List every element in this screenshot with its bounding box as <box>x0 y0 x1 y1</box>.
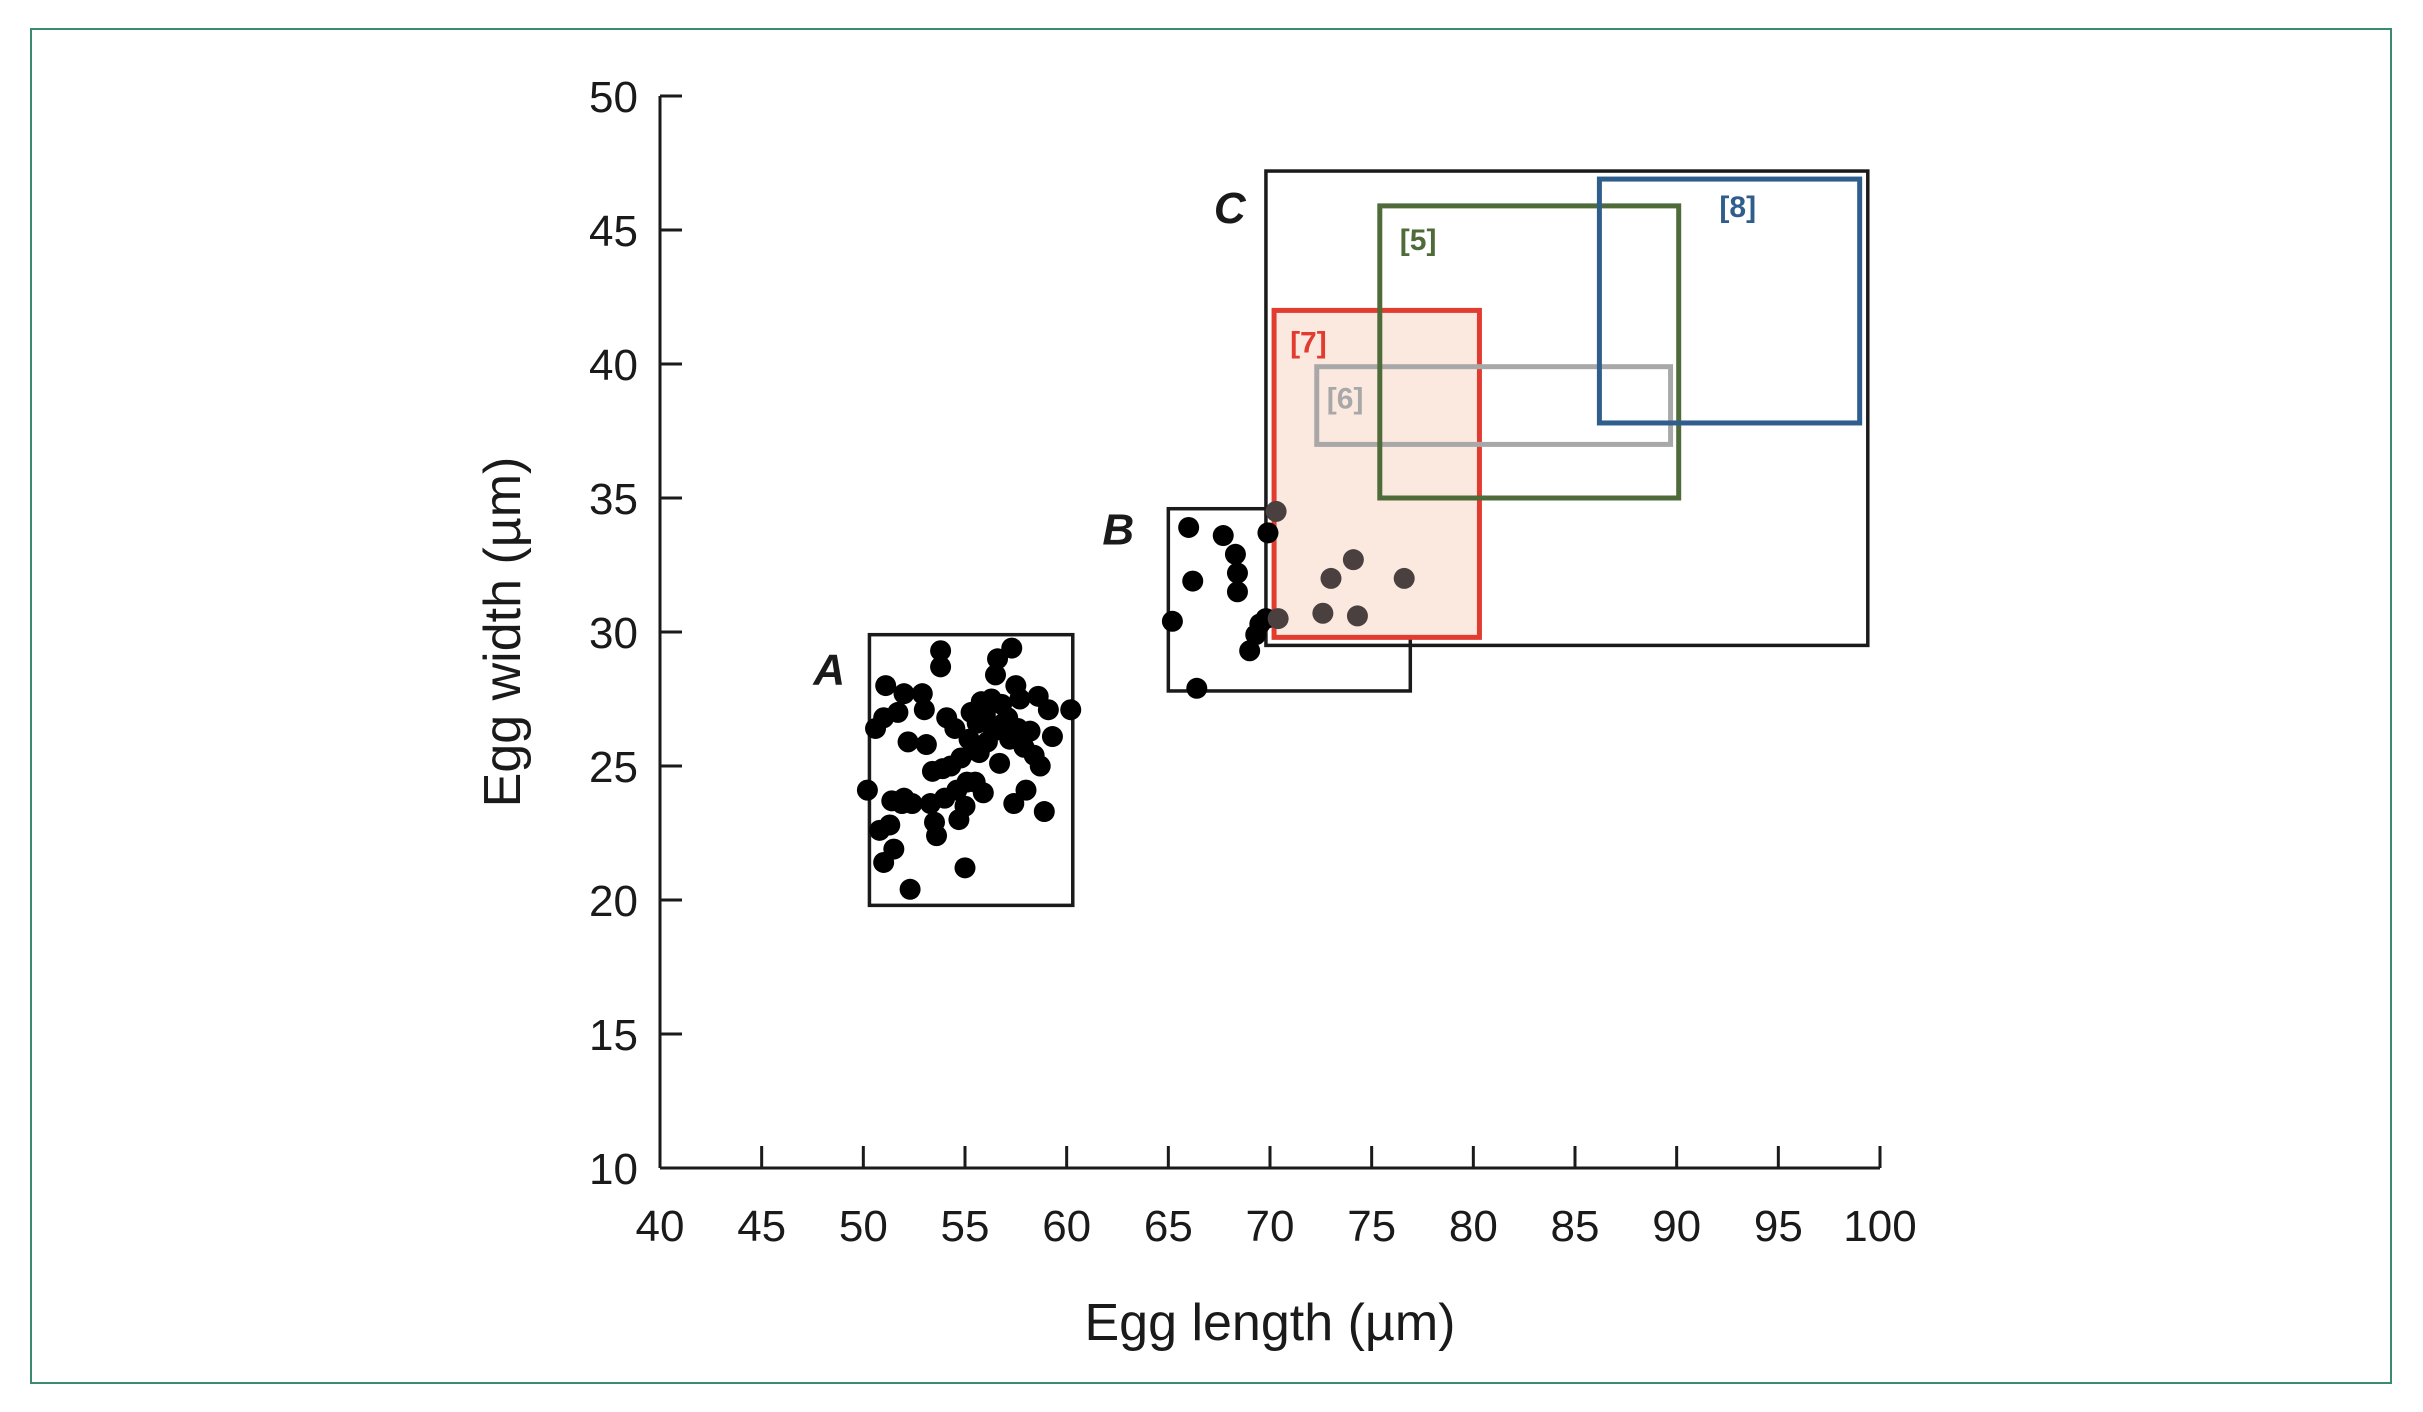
x-tick-label-80: 80 <box>1449 1202 1498 1251</box>
data-point-a-13 <box>897 731 919 753</box>
data-point-b-19 <box>1393 567 1415 589</box>
region-label-5: [5] <box>1400 224 1437 257</box>
points-layer <box>856 500 1415 900</box>
data-point-a-68 <box>1041 726 1063 748</box>
data-point-a-67 <box>1037 699 1059 721</box>
data-point-b-12 <box>1257 522 1279 544</box>
region-box-8 <box>1596 176 1863 426</box>
labels-layer: A B C [7][6] [5] [8] <box>812 184 1756 695</box>
data-point-a-16 <box>911 683 933 705</box>
data-point-a-59 <box>1009 688 1031 710</box>
x-tick-label-75: 75 <box>1347 1202 1396 1251</box>
y-tick-label-10: 10 <box>589 1145 638 1194</box>
data-point-a-69 <box>1060 699 1082 721</box>
x-tick-label-85: 85 <box>1551 1202 1600 1251</box>
region-label-b: B <box>1102 506 1134 555</box>
data-point-b-16 <box>1320 567 1342 589</box>
data-point-a-48 <box>985 664 1006 686</box>
data-point-a-34 <box>954 795 976 817</box>
data-point-a-15 <box>901 793 923 815</box>
region-box-c <box>1264 169 1870 648</box>
y-tick-label-30: 30 <box>589 609 638 658</box>
x-tick-label-60: 60 <box>1042 1202 1091 1251</box>
data-point-b-18 <box>1346 605 1368 627</box>
data-point-b-6 <box>1226 562 1248 584</box>
x-tick-label-95: 95 <box>1754 1202 1803 1251</box>
x-tick-label-45: 45 <box>737 1202 786 1251</box>
data-point-a-61 <box>1015 779 1037 801</box>
data-point-a-23 <box>930 640 952 662</box>
data-point-b-14 <box>1267 608 1289 630</box>
region-label-c: C <box>1214 184 1247 233</box>
data-point-a-50 <box>989 752 1011 774</box>
y-axis-title: Egg width (µm) <box>474 457 532 808</box>
data-point-a-22 <box>926 825 948 847</box>
regions-layer <box>867 169 1870 908</box>
data-point-a-43 <box>972 782 994 804</box>
region-label-6: [6] <box>1327 383 1364 416</box>
data-point-b-1 <box>1178 516 1200 538</box>
x-tick-label-65: 65 <box>1144 1202 1193 1251</box>
data-point-b-5 <box>1224 543 1246 565</box>
y-tick-label-25: 25 <box>589 743 638 792</box>
x-tick-label-100: 100 <box>1843 1202 1916 1251</box>
x-tick-label-70: 70 <box>1246 1202 1295 1251</box>
y-tick-label-15: 15 <box>589 1011 638 1060</box>
data-point-a-24 <box>930 656 952 678</box>
data-point-b-2 <box>1182 570 1204 592</box>
data-point-a-55 <box>1001 637 1023 659</box>
data-point-a-8 <box>883 838 905 860</box>
data-point-b-13 <box>1265 500 1287 522</box>
region-label-7: [7] <box>1290 326 1327 359</box>
x-tick-label-40: 40 <box>636 1202 685 1251</box>
data-point-b-7 <box>1226 581 1248 603</box>
x-tick-label-90: 90 <box>1652 1202 1701 1251</box>
region-label-a: A <box>812 646 845 695</box>
x-tick-label-55: 55 <box>941 1202 990 1251</box>
data-point-a-33 <box>954 857 976 879</box>
y-tick-label-45: 45 <box>589 207 638 256</box>
data-point-a-17 <box>913 699 935 721</box>
data-point-b-0 <box>1161 610 1183 632</box>
data-point-a-62 <box>1019 720 1041 742</box>
data-point-a-18 <box>915 734 937 756</box>
region-box-7 <box>1271 307 1482 640</box>
data-point-a-4 <box>875 675 897 697</box>
y-tick-label-50: 50 <box>589 73 638 122</box>
data-point-b-17 <box>1342 549 1364 571</box>
data-point-a-44 <box>974 704 996 726</box>
data-point-a-0 <box>856 779 878 801</box>
region-label-8: [8] <box>1719 191 1756 224</box>
data-point-a-66 <box>1033 801 1055 823</box>
data-point-b-3 <box>1186 677 1208 699</box>
data-point-a-6 <box>879 814 901 836</box>
data-point-b-15 <box>1312 602 1334 624</box>
region-box-5 <box>1377 203 1682 501</box>
figure-frame <box>30 28 2392 1384</box>
data-point-b-8 <box>1239 640 1261 662</box>
data-point-a-65 <box>1029 755 1051 777</box>
data-point-b-4 <box>1212 525 1234 547</box>
data-point-a-14 <box>899 878 921 900</box>
data-point-a-49 <box>987 648 1009 670</box>
region-box-6 <box>1314 364 1674 447</box>
y-tick-label-20: 20 <box>589 877 638 926</box>
x-tick-label-50: 50 <box>839 1202 888 1251</box>
x-axis-title: Egg length (µm) <box>1084 1294 1455 1352</box>
y-tick-label-40: 40 <box>589 341 638 390</box>
y-tick-label-35: 35 <box>589 475 638 524</box>
data-point-a-9 <box>887 701 909 723</box>
data-point-a-29 <box>944 717 966 739</box>
axes-layer: 40 45 50 55 60 65 70 75 80 85 90 95 100 10 15 20 25 30 35 4… <box>589 73 1917 1251</box>
region-box-a <box>867 632 1075 908</box>
data-point-a-56 <box>1003 793 1025 815</box>
data-point-a-11 <box>893 683 915 705</box>
